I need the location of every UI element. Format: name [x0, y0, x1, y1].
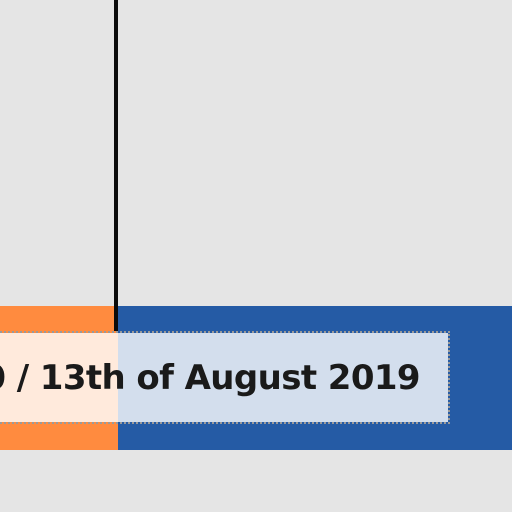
date-label-background-right: [118, 333, 448, 422]
date-label-background-left: [0, 333, 118, 422]
date-label-text: 0 / 13th of August 2019: [0, 357, 421, 398]
date-label-box: 0 / 13th of August 2019: [0, 331, 450, 424]
timeline-playhead[interactable]: [114, 0, 118, 331]
